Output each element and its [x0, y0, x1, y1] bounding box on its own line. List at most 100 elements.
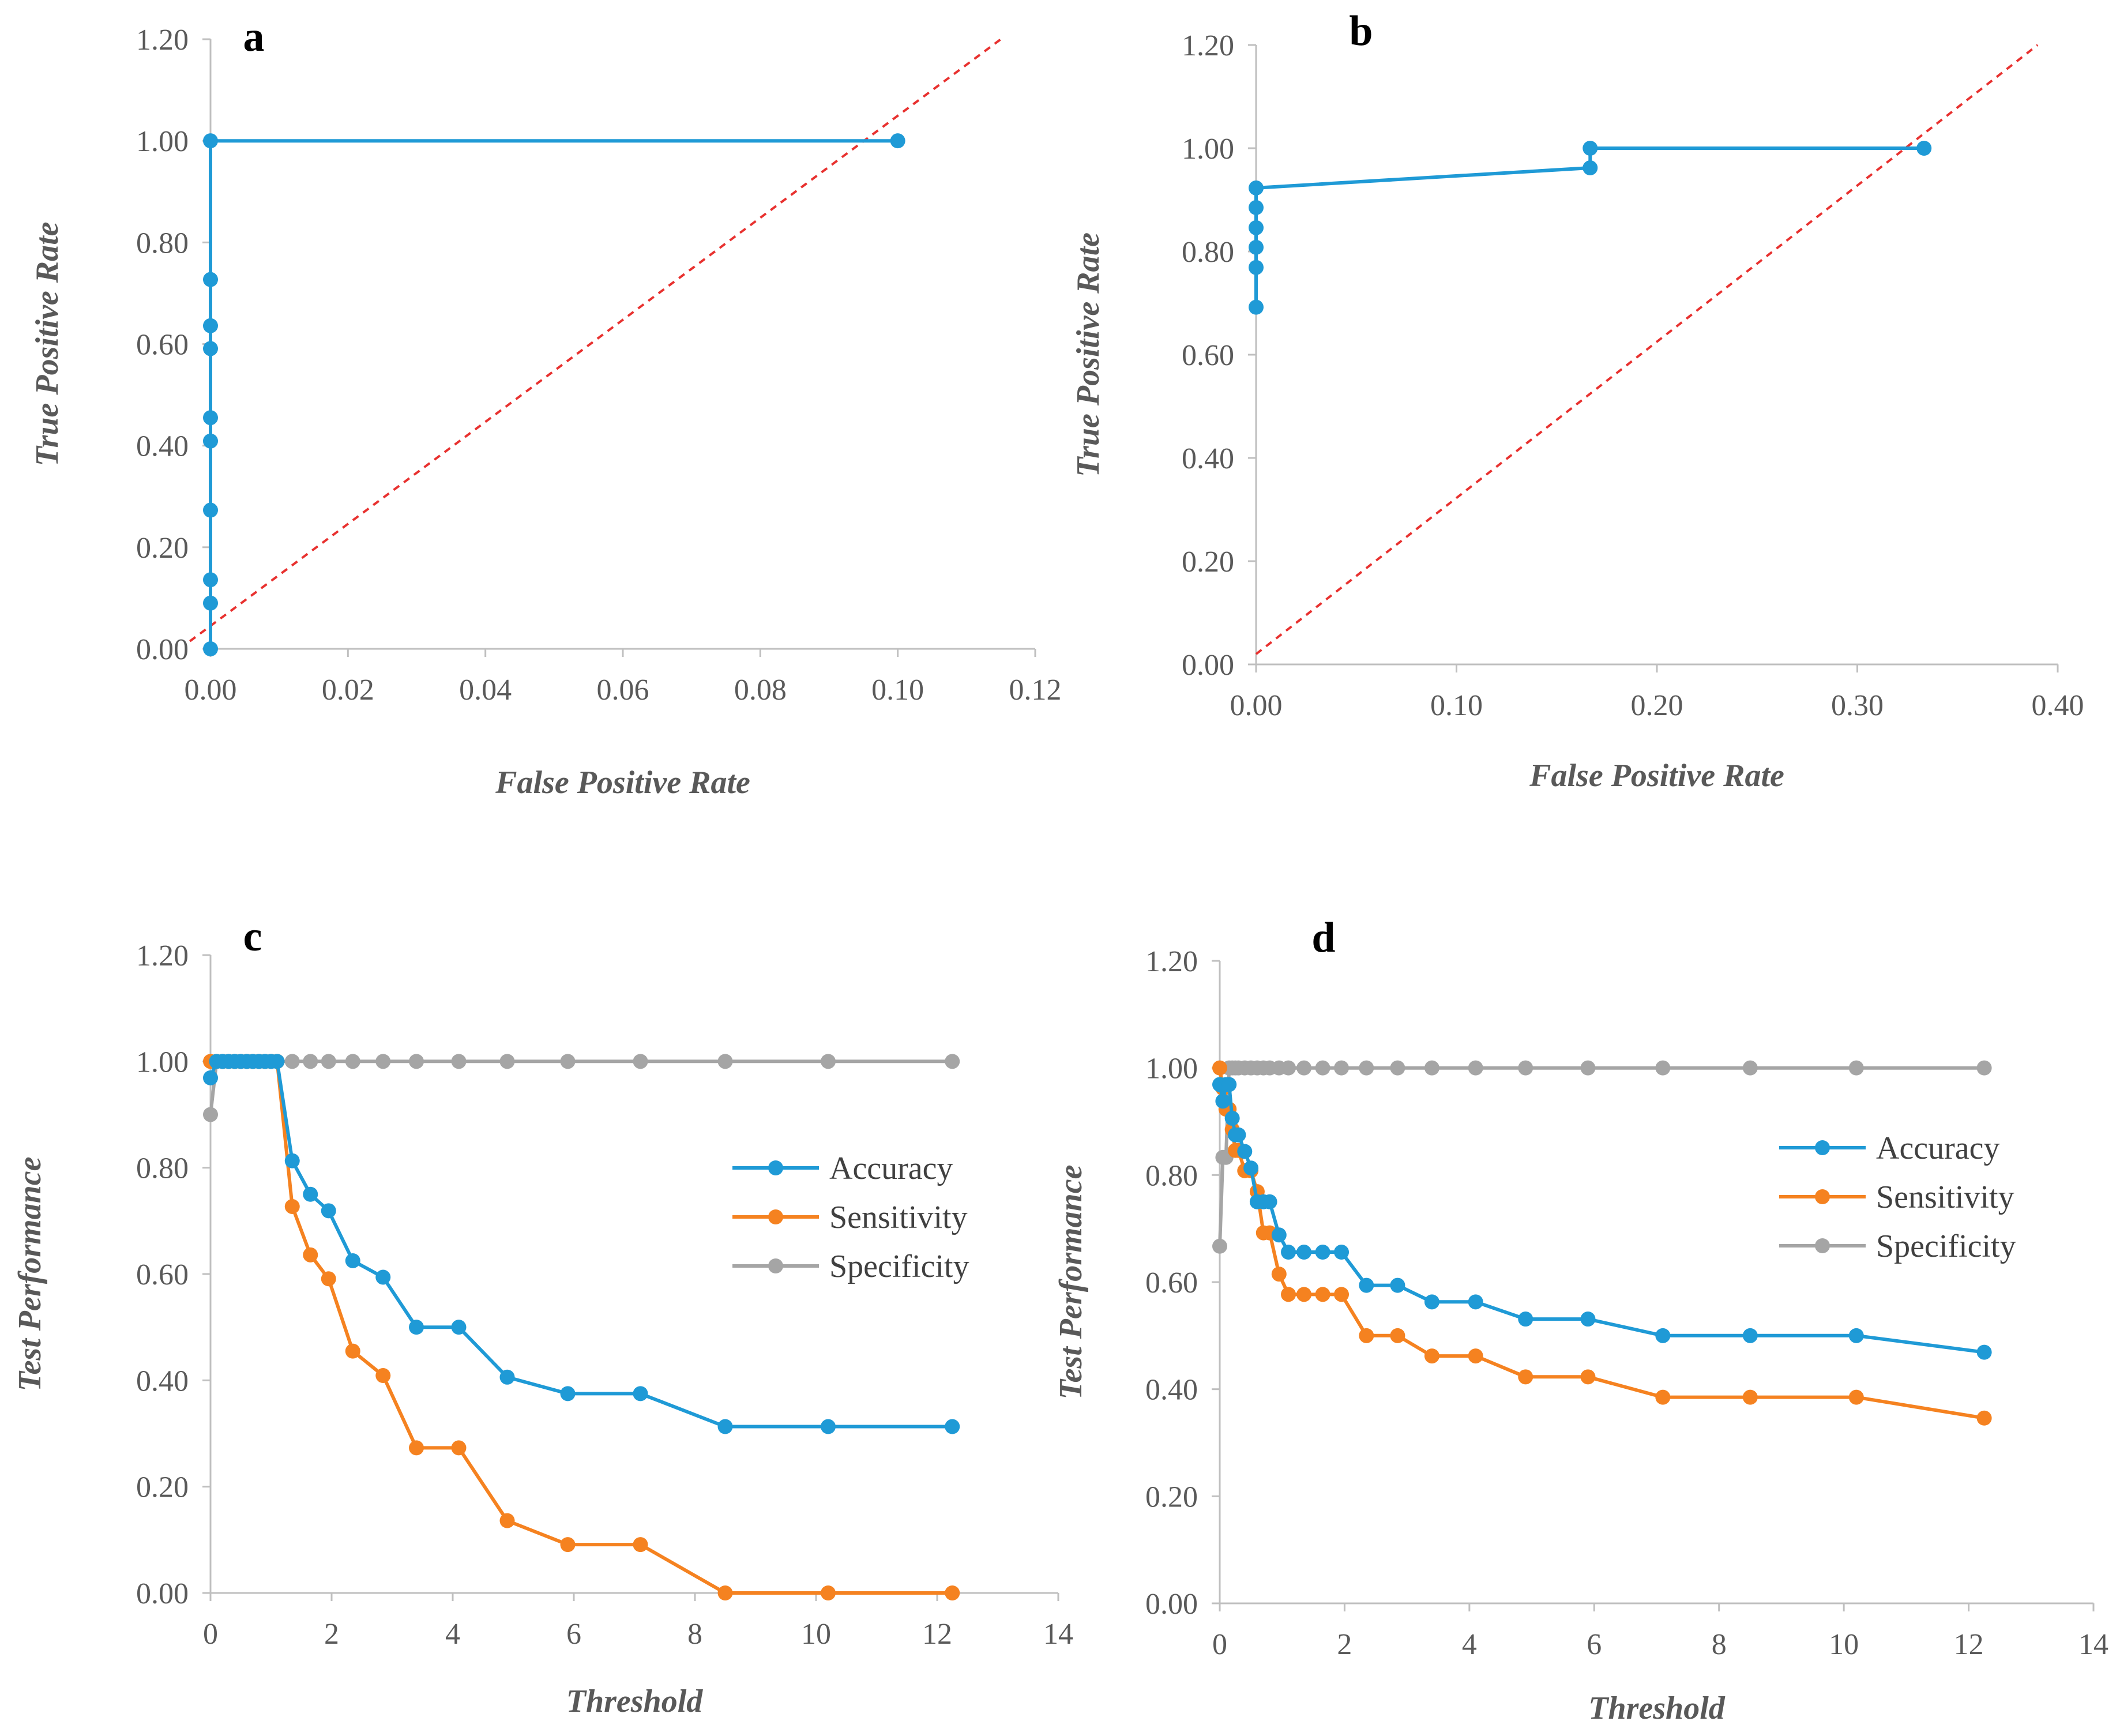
- data-point-sensitivity: [1315, 1287, 1330, 1302]
- x-axis-title: False Positive Rate: [495, 765, 750, 801]
- panel-b: 0.00 0.20 0.40 0.60 0.80 1.00 1.20 0.00 0.10 0.20…: [1070, 7, 2084, 794]
- legend-swatch-marker: [1815, 1238, 1830, 1253]
- legend-label: Sensitivity: [829, 1200, 968, 1235]
- data-point-sensitivity: [1359, 1328, 1374, 1343]
- data-point-accuracy: [1262, 1194, 1277, 1209]
- y-tick-label: 1.00: [1145, 1053, 1198, 1085]
- x-tick-label: 4: [1462, 1628, 1477, 1661]
- data-point-sensitivity: [1271, 1267, 1287, 1282]
- legend-label: Accuracy: [1876, 1130, 2000, 1166]
- legend-label: Sensitivity: [1876, 1179, 2014, 1215]
- data-point-specificity: [1655, 1060, 1671, 1076]
- series-line-accuracy: [209, 1059, 953, 1429]
- reference-diagonal: [1255, 44, 2039, 655]
- series-line-roc: [209, 139, 898, 649]
- data-point-accuracy: [1224, 1110, 1240, 1126]
- data-point-accuracy: [945, 1419, 960, 1434]
- data-point-sensitivity: [1296, 1287, 1312, 1302]
- data-point-specificity: [1580, 1060, 1596, 1076]
- data-point-roc: [1249, 299, 1264, 315]
- data-point-sensitivity: [1976, 1410, 1992, 1426]
- y-tick-label: 0.20: [1182, 546, 1234, 578]
- data-point-accuracy: [1390, 1277, 1405, 1293]
- data-point-roc: [203, 410, 218, 426]
- data-point-accuracy: [633, 1386, 648, 1401]
- y-tick-label: 0.80: [136, 1152, 189, 1185]
- data-point-sensitivity: [499, 1513, 515, 1528]
- x-axis-title: False Positive Rate: [1529, 758, 1784, 794]
- data-point-sensitivity: [560, 1537, 576, 1553]
- data-point-roc: [203, 341, 218, 356]
- y-tick-label: 1.20: [136, 24, 189, 57]
- data-point-accuracy: [1976, 1344, 1992, 1360]
- data-point-sensitivity: [375, 1368, 391, 1384]
- legend: Accuracy Sensitivity Specificity: [732, 1151, 969, 1284]
- y-tick-label: 0.20: [136, 1471, 189, 1504]
- data-point-roc: [203, 641, 218, 656]
- y-tick-label: 0.80: [1182, 236, 1234, 269]
- y-tick-label: 1.00: [1182, 133, 1234, 166]
- data-point-roc: [1583, 141, 1598, 156]
- x-tick-label: 0.40: [2032, 689, 2084, 722]
- data-point-sensitivity: [409, 1440, 424, 1456]
- x-tick-label: 2: [324, 1618, 339, 1651]
- data-point-accuracy: [1243, 1160, 1259, 1176]
- data-point-sensitivity: [321, 1271, 336, 1287]
- data-point-accuracy: [409, 1320, 424, 1335]
- data-point-roc: [203, 595, 218, 611]
- data-point-specificity: [1976, 1060, 1992, 1076]
- data-point-roc: [203, 572, 218, 588]
- data-point-specificity: [1334, 1060, 1350, 1076]
- y-tick-label: 0.80: [136, 227, 189, 260]
- y-axis-title: True Positive Rate: [1070, 232, 1106, 477]
- data-point-accuracy: [1281, 1245, 1296, 1260]
- data-point-specificity: [1848, 1060, 1864, 1076]
- x-tick-label: 0.30: [1831, 689, 1884, 722]
- data-point-accuracy: [1742, 1328, 1758, 1343]
- data-point-roc: [1249, 260, 1264, 275]
- data-point-specificity: [1296, 1060, 1312, 1076]
- legend-swatch-marker: [768, 1160, 783, 1175]
- y-tick-label: 1.00: [136, 1046, 189, 1079]
- x-tick-label: 6: [566, 1618, 581, 1651]
- data-point-specificity: [1742, 1060, 1758, 1076]
- data-point-sensitivity: [1848, 1389, 1864, 1405]
- x-tick-label: 4: [445, 1618, 460, 1651]
- data-point-sensitivity: [1518, 1369, 1533, 1385]
- panel-label: a: [243, 13, 265, 61]
- data-point-specificity: [1518, 1060, 1533, 1076]
- data-point-roc: [203, 133, 218, 149]
- x-tick-label: 0.10: [1430, 689, 1483, 722]
- data-point-accuracy: [203, 1070, 218, 1085]
- panel-a: 0.00 0.20 0.40 0.60 0.80 1.00 1.20 0.00 0.02 0.04…: [29, 13, 1062, 801]
- x-tick-label: 0.08: [734, 674, 787, 707]
- y-tick-label: 0.80: [1145, 1159, 1198, 1192]
- data-point-accuracy: [269, 1054, 285, 1069]
- data-point-sensitivity: [1580, 1369, 1596, 1385]
- y-tick-label: 0.20: [136, 532, 189, 565]
- x-axis-title: Threshold: [1588, 1690, 1725, 1726]
- panel-label: d: [1311, 914, 1335, 961]
- data-point-accuracy: [1237, 1144, 1253, 1159]
- data-point-roc: [203, 318, 218, 333]
- data-point-accuracy: [303, 1186, 318, 1202]
- series-line-sensitivity: [211, 1059, 953, 1595]
- data-point-specificity: [1212, 1238, 1227, 1254]
- data-point-roc: [1249, 239, 1264, 255]
- y-tick-label: 0.00: [1145, 1588, 1198, 1621]
- x-tick-label: 0.12: [1009, 674, 1062, 707]
- data-point-accuracy: [1221, 1077, 1237, 1092]
- x-tick-label: 0.04: [459, 674, 512, 707]
- data-point-specificity: [375, 1054, 391, 1069]
- legend-swatch-marker: [1815, 1140, 1830, 1155]
- legend: Accuracy Sensitivity Specificity: [1779, 1130, 2016, 1264]
- series-line-sensitivity: [1218, 1068, 1985, 1420]
- series-line-accuracy: [1218, 1083, 1984, 1354]
- data-point-specificity: [821, 1054, 836, 1069]
- data-point-specificity: [203, 1107, 218, 1122]
- data-point-accuracy: [284, 1153, 300, 1168]
- y-tick-label: 1.00: [136, 125, 189, 158]
- data-point-accuracy: [345, 1253, 360, 1268]
- data-point-accuracy: [1315, 1245, 1330, 1260]
